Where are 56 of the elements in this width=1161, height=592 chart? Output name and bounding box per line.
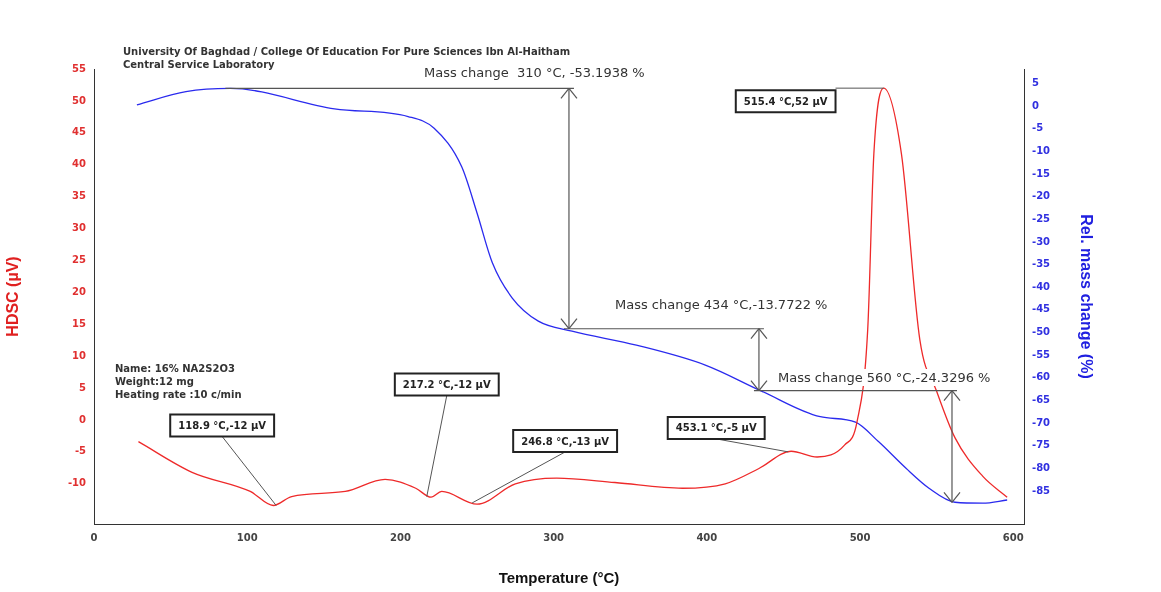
chart-subtitle: Central Service Laboratory — [123, 59, 276, 70]
x-tick-label: 100 — [236, 531, 258, 543]
x-tick-label: 600 — [1002, 531, 1024, 543]
annotation: Mass change 310 °C, -53.1938 % — [424, 65, 645, 80]
y-tick-label: 15 — [72, 317, 87, 329]
y2-axis-title: Rel. mass change (%) — [1077, 214, 1095, 379]
y-tick-label: -5 — [74, 445, 87, 457]
annotation: Mass change 560 °C,-24.3296 % — [778, 370, 991, 385]
x-axis-title: Temperature (°C) — [498, 569, 620, 587]
y2-tick-label: -80 — [1032, 461, 1051, 473]
y2-tick-label: -60 — [1032, 371, 1051, 383]
y-tick-label: -10 — [67, 477, 87, 489]
y2-tick-label: -5 — [1032, 122, 1044, 134]
y-tick-label: 20 — [72, 285, 87, 297]
y2-tick-label: -15 — [1032, 167, 1051, 179]
y2-tick-label: -10 — [1032, 144, 1051, 156]
y2-tick-label: -75 — [1032, 439, 1051, 451]
y2-tick-label: -50 — [1032, 326, 1051, 338]
chart-title: University Of Baghdad / College Of Education For Pure Sciences Ibn Al-Haitham — [123, 46, 571, 57]
y2-tick-label: -40 — [1032, 280, 1051, 292]
y-tick-label: 30 — [72, 222, 87, 234]
y-tick-label: 50 — [72, 94, 87, 106]
annotation: 118.9 °C,-12 µV — [178, 420, 267, 432]
annotation: 515.4 °C,52 µV — [743, 95, 828, 107]
x-tick-label: 400 — [696, 531, 718, 543]
y2-tick-label: -45 — [1032, 303, 1051, 315]
y2-tick-label: -35 — [1032, 258, 1051, 270]
annotation: 217.2 °C,-12 µV — [402, 379, 491, 391]
annotation: Heating rate :10 c/min — [115, 389, 242, 400]
y2-tick-label: 0 — [1032, 99, 1039, 111]
y2-tick-label: -55 — [1032, 348, 1051, 360]
x-tick-label: 0 — [90, 531, 98, 543]
y2-tick-label: -30 — [1032, 235, 1051, 247]
annotation: 453.1 °C,-5 µV — [675, 422, 757, 434]
x-tick-label: 300 — [543, 531, 565, 543]
y-tick-label: 25 — [72, 254, 87, 266]
y-tick-label: 5 — [79, 381, 87, 393]
y2-tick-label: 5 — [1032, 77, 1039, 89]
annotation: Name: 16% NA2S2O3 — [115, 363, 235, 374]
y-tick-label: 35 — [72, 190, 87, 202]
y2-tick-label: -70 — [1032, 416, 1051, 428]
annotation: Mass change 434 °C,-13.7722 % — [615, 297, 828, 312]
y-axis-title: HDSC (µV) — [4, 256, 22, 337]
annotation: Weight:12 mg — [115, 376, 194, 387]
y-tick-label: 10 — [72, 349, 87, 361]
y-tick-label: 55 — [72, 62, 87, 74]
y2-tick-label: -25 — [1032, 212, 1051, 224]
x-tick-label: 200 — [389, 531, 411, 543]
y2-tick-label: -65 — [1032, 394, 1051, 405]
x-tick-label: 500 — [849, 531, 871, 543]
y2-tick-label: -85 — [1032, 484, 1051, 496]
y-tick-label: 45 — [72, 126, 87, 138]
y2-tick-label: -20 — [1032, 190, 1051, 202]
y-tick-label: 40 — [72, 158, 87, 170]
y-tick-label: 0 — [79, 413, 87, 425]
annotation: 246.8 °C,-13 µV — [521, 435, 610, 447]
